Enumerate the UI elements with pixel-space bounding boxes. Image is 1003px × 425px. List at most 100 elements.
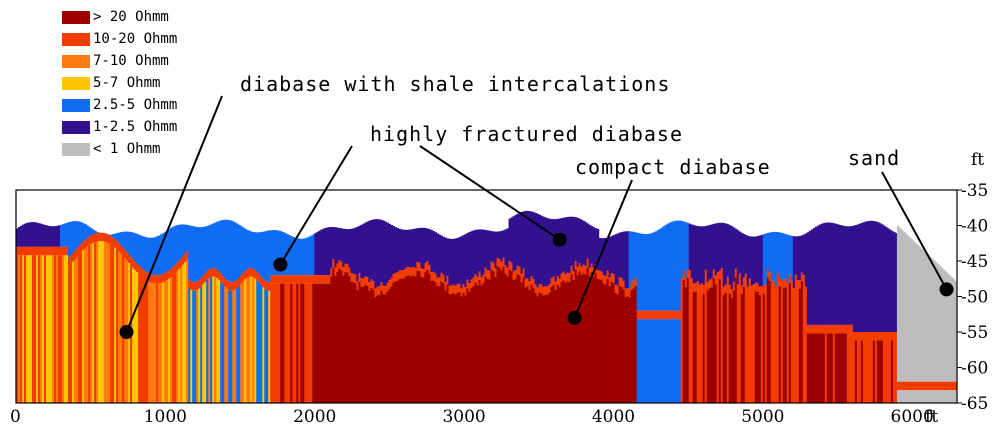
section-cell xyxy=(572,279,576,403)
section-cell xyxy=(280,283,283,403)
section-cell xyxy=(536,287,540,297)
section-cell xyxy=(210,276,213,403)
section-cell xyxy=(300,283,303,403)
section-cell xyxy=(474,274,478,283)
section-cell xyxy=(124,249,127,259)
section-cell xyxy=(598,237,602,271)
section-cell xyxy=(852,340,856,403)
section-cell xyxy=(212,268,215,277)
section-cell xyxy=(534,284,538,293)
section-cell xyxy=(356,226,359,282)
section-cell xyxy=(38,255,41,403)
section-cell xyxy=(478,229,482,272)
section-cell xyxy=(186,224,189,252)
section-cell xyxy=(730,289,734,298)
section-cell xyxy=(794,283,798,403)
section-cell xyxy=(196,227,199,282)
section-cell xyxy=(834,324,838,334)
section-cell xyxy=(522,277,526,403)
section-cell xyxy=(260,232,263,277)
section-cell xyxy=(102,241,105,403)
section-cell xyxy=(668,310,672,320)
x-tick-label: 4000 xyxy=(592,407,635,425)
section-cell xyxy=(800,281,804,403)
section-cell xyxy=(66,246,69,256)
section-cell xyxy=(534,292,538,403)
section-cell xyxy=(778,277,782,287)
section-cell xyxy=(672,319,676,403)
section-cell xyxy=(462,235,466,285)
section-cell xyxy=(416,270,420,403)
section-cell xyxy=(556,284,560,403)
section-cell xyxy=(708,279,712,289)
section-cell xyxy=(192,290,195,403)
section-cell xyxy=(70,263,73,403)
section-cell xyxy=(24,255,27,403)
section-cell xyxy=(732,281,736,291)
section-cell xyxy=(898,390,902,403)
legend-label: 5-7 Ohmm xyxy=(93,75,161,91)
section-cell xyxy=(230,282,233,291)
section-cell xyxy=(384,294,387,403)
section-cell xyxy=(688,223,692,271)
section-cell xyxy=(178,224,181,261)
section-cell xyxy=(388,280,391,289)
section-cell xyxy=(878,340,882,403)
section-cell xyxy=(430,272,434,281)
section-cell xyxy=(198,280,201,289)
section-cell xyxy=(294,237,297,276)
section-cell xyxy=(590,226,594,264)
section-cell xyxy=(424,263,428,272)
section-cell xyxy=(84,239,87,249)
section-cell xyxy=(932,390,936,403)
section-cell xyxy=(220,220,223,274)
section-cell xyxy=(78,221,81,247)
section-cell xyxy=(504,229,508,266)
section-cell xyxy=(860,222,864,332)
section-cell xyxy=(792,236,796,289)
section-cell xyxy=(180,258,183,267)
section-cell xyxy=(928,390,932,403)
section-cell xyxy=(654,310,658,320)
section-cell xyxy=(190,225,193,282)
section-cell xyxy=(88,245,91,403)
section-cell xyxy=(948,381,952,391)
section-cell xyxy=(860,332,864,341)
section-cell xyxy=(322,283,325,403)
section-cell xyxy=(746,286,750,296)
section-cell xyxy=(540,215,544,285)
section-cell xyxy=(162,282,165,403)
section-cell xyxy=(34,222,37,247)
section-cell xyxy=(752,236,756,285)
section-cell xyxy=(454,238,458,286)
section-cell xyxy=(728,225,732,286)
section-cell xyxy=(902,390,906,403)
section-cell xyxy=(852,225,856,332)
section-cell xyxy=(416,262,420,271)
x-unit-label: ft xyxy=(925,407,938,425)
section-cell xyxy=(278,275,281,284)
section-cell xyxy=(686,277,690,403)
section-cell xyxy=(162,232,165,274)
section-cell xyxy=(646,319,650,403)
section-cell xyxy=(528,211,532,282)
section-cell xyxy=(944,390,948,403)
section-cell xyxy=(80,222,83,244)
section-cell xyxy=(398,228,402,271)
section-cell xyxy=(438,285,442,403)
section-cell xyxy=(644,234,648,311)
section-cell xyxy=(180,224,183,259)
section-cell xyxy=(376,219,379,287)
section-cell xyxy=(902,231,906,382)
section-cell xyxy=(584,266,588,275)
section-cell xyxy=(326,227,329,276)
section-cell xyxy=(382,285,385,295)
section-cell xyxy=(476,276,480,286)
section-cell xyxy=(300,275,303,284)
section-cell xyxy=(110,236,113,245)
section-cell xyxy=(508,218,512,262)
section-cell xyxy=(394,272,398,282)
section-cell xyxy=(590,272,594,403)
section-cell xyxy=(664,319,668,403)
section-cell xyxy=(246,229,249,270)
